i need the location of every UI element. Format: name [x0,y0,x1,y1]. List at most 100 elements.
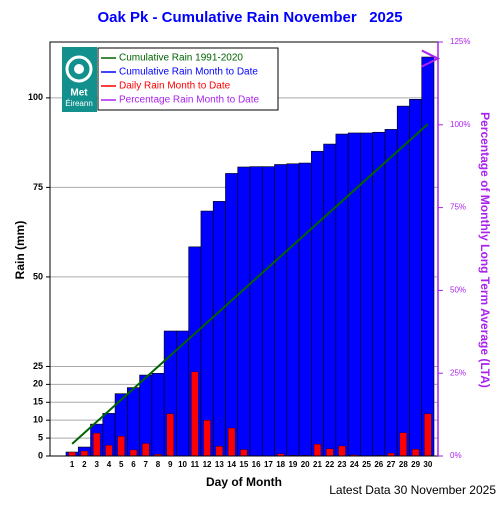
x-tick-label: 23 [338,460,347,469]
daily-bar [314,444,321,456]
y2-tick-label: 125% [450,37,470,46]
x-tick-label: 27 [387,460,396,469]
legend-label: Percentage Rain Month to Date [119,95,260,106]
bar [336,134,348,456]
x-tick-label: 12 [203,460,212,469]
bar [250,167,262,456]
daily-bar [191,372,198,456]
chart-title: Oak Pk - Cumulative Rain November 2025 [97,9,402,26]
x-tick-label: 19 [288,460,297,469]
bar [287,164,299,456]
bar [422,57,434,456]
x-tick-label: 8 [156,460,161,469]
daily-bar [412,449,419,456]
legend: Cumulative Rain 1991-2020 Cumulative Rain… [98,48,278,110]
x-tick-label: 14 [227,460,236,469]
daily-bar [142,443,149,456]
y-tick-label: 0 [38,450,43,460]
y-tick-label: 75 [33,182,43,192]
y2-tick-label: 0% [450,451,462,460]
daily-bar [326,449,333,456]
x-tick-label: 26 [374,460,383,469]
y2-tick-label: 50% [450,286,466,295]
logo-text: Met [70,88,88,99]
y2-tick-label: 75% [450,203,466,212]
footer: Latest Data 30 November 2025 [329,483,496,497]
y-tick-label: 100 [28,92,43,102]
daily-bar [93,433,100,456]
bar [299,163,311,456]
x-tick-label: 20 [301,460,310,469]
x-tick-label: 25 [362,460,371,469]
y-tick-label: 20 [33,379,43,389]
daily-bar [339,446,346,456]
bar [127,388,139,456]
daily-bar [424,414,431,456]
x-tick-label: 30 [423,460,432,469]
bar [201,211,213,456]
y2-tick-label: 25% [450,368,466,377]
daily-bar [81,451,88,456]
bar [262,167,274,456]
bar [238,167,250,456]
y2-tick-label: 100% [450,120,470,129]
bar [225,173,237,456]
bar [275,164,287,456]
x-tick-label: 22 [325,460,334,469]
legend-label: Daily Rain Month to Date [119,81,231,92]
x-tick-label: 6 [131,460,136,469]
y2-axis-label: Percentage of Monthly Long Term Average … [478,112,492,388]
x-tick-label: 29 [411,460,420,469]
x-tick-label: 1 [70,460,75,469]
x-tick-label: 21 [313,460,322,469]
daily-bar [228,428,235,456]
legend-label: Cumulative Rain 1991-2020 [119,53,243,64]
x-tick-label: 28 [399,460,408,469]
bar [213,201,225,456]
x-tick-label: 16 [252,460,261,469]
y-tick-label: 25 [33,361,43,371]
x-axis-label: Day of Month [206,475,282,489]
daily-bar [105,445,112,456]
bar [360,133,372,456]
x-tick-label: 5 [119,460,124,469]
bar [397,106,409,456]
logo-text: Éireann [65,99,93,108]
legend-label: Cumulative Rain Month to Date [119,67,258,78]
x-tick-label: 9 [168,460,173,469]
daily-bar [118,436,125,456]
x-tick-label: 2 [82,460,87,469]
y-tick-label: 10 [33,415,43,425]
bar [385,129,397,456]
y-axis-label: Rain (mm) [13,221,27,280]
x-tick-label: 24 [350,460,359,469]
daily-bar [204,420,211,456]
bar [373,132,385,456]
daily-bar [400,433,407,456]
bar [324,144,336,456]
daily-bar [240,450,247,456]
y-tick-label: 15 [33,397,43,407]
logo-swirl [74,64,84,74]
bar [409,99,421,456]
bar [152,373,164,456]
x-tick-label: 4 [107,460,112,469]
x-tick-label: 7 [144,460,149,469]
x-tick-label: 13 [215,460,224,469]
bar [348,133,360,456]
daily-bar [216,446,223,456]
logo: Met Éireann [62,47,97,112]
x-tick-label: 3 [94,460,99,469]
x-tick-label: 17 [264,460,273,469]
y-tick-label: 5 [38,432,43,442]
x-tick-label: 18 [276,460,285,469]
x-tick-label: 10 [178,460,187,469]
daily-bar [130,450,137,456]
daily-bar [167,414,174,456]
x-tick-label: 11 [191,460,200,469]
daily-bar [69,452,76,456]
x-tick-label: 15 [239,460,248,469]
bar [311,151,323,456]
y-tick-label: 50 [33,271,43,281]
